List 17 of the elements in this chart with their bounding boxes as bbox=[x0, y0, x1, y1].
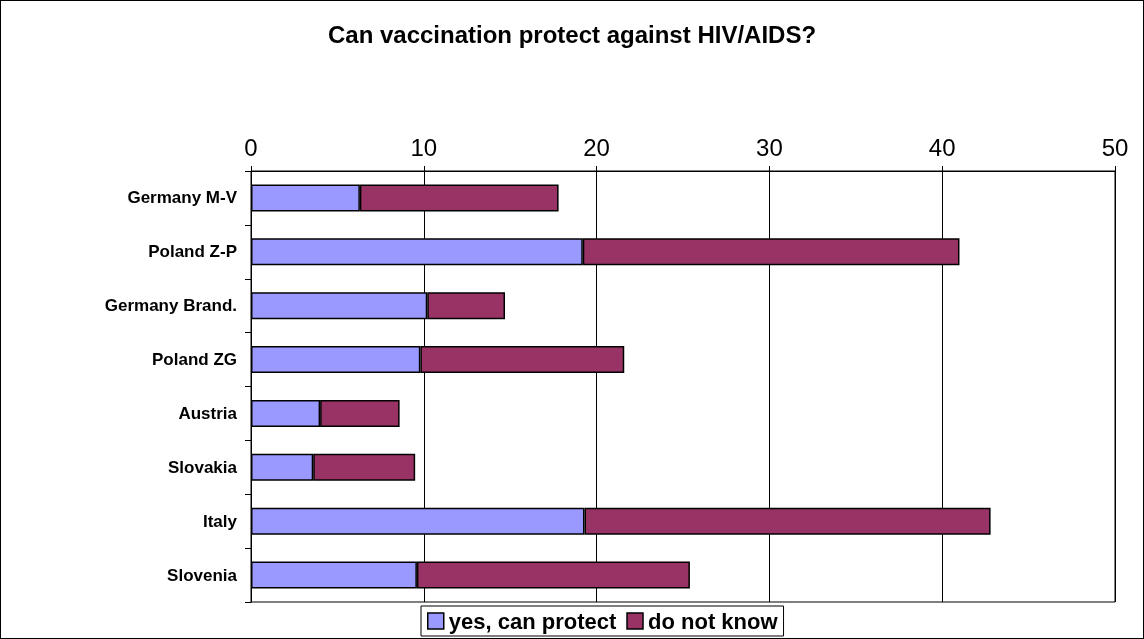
y-tick-label: Slovenia bbox=[167, 565, 238, 585]
legend-label: do not know bbox=[648, 608, 779, 634]
y-tick-label: Austria bbox=[178, 403, 238, 423]
x-tick-label: 0 bbox=[244, 133, 258, 161]
x-tick-label: 40 bbox=[928, 133, 956, 161]
y-tick-label: Germany Brand. bbox=[104, 296, 237, 316]
y-tick-label: Poland ZG bbox=[152, 350, 237, 370]
x-tick-label: 20 bbox=[583, 133, 610, 161]
y-tick-label: Italy bbox=[202, 511, 238, 531]
x-tick-label: 10 bbox=[410, 133, 438, 161]
x-tick-label: 50 bbox=[1101, 133, 1129, 161]
legend-label: yes, can protect bbox=[448, 608, 617, 634]
y-tick-label: Slovakia bbox=[168, 457, 238, 477]
y-tick-label: Poland Z-P bbox=[148, 242, 237, 262]
y-tick-label: Germany M-V bbox=[127, 188, 238, 208]
x-tick-label: 30 bbox=[756, 133, 783, 161]
chart-title: Can vaccination protect against HIV/AIDS? bbox=[327, 20, 817, 48]
